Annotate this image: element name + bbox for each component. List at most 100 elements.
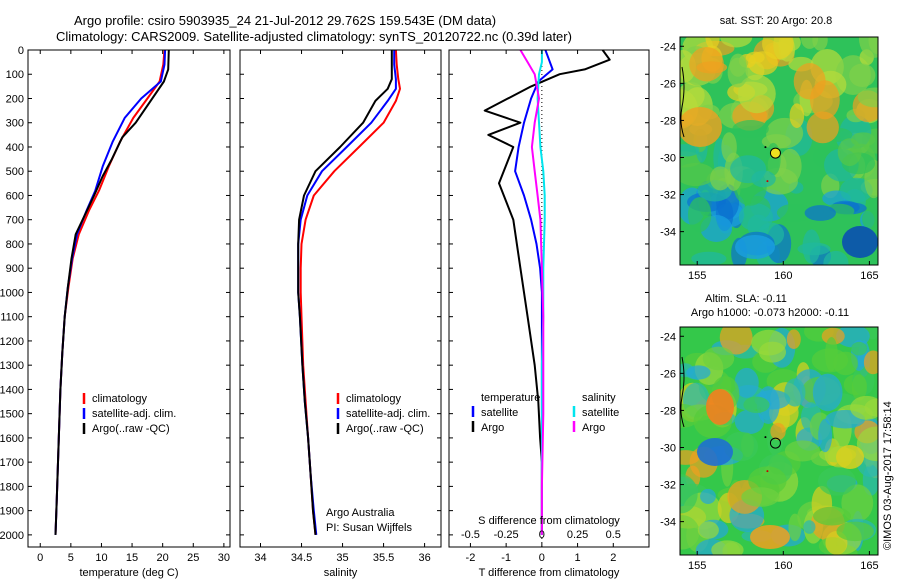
figure-title-line2: Climatology: CARS2009. Satellite-adjuste… (56, 29, 572, 44)
sst-map-title: sat. SST: 20 Argo: 20.8 (720, 15, 833, 27)
institution-label: Argo Australia (326, 507, 395, 519)
y-tick-label: -30 (660, 442, 676, 454)
pi-label: PI: Susan Wijffels (326, 522, 412, 534)
sla-map-title-line1: Altim. SLA: -0.11 (705, 293, 787, 305)
field-cell (711, 540, 744, 555)
difference-series-line (536, 50, 546, 535)
field-cell (849, 63, 876, 88)
s-difference-label: S difference from climatology (478, 515, 620, 527)
field-cell (700, 488, 716, 504)
difference-axes-frame (448, 49, 650, 548)
s-x-tick-label: 0.25 (567, 529, 588, 541)
t-difference-label: T difference from climatology (479, 567, 620, 579)
field-cell (803, 520, 816, 534)
y-tick-label: -32 (660, 190, 676, 202)
x-tick-label: 20 (157, 552, 169, 564)
sla-map-title-line2: Argo h1000: -0.073 h2000: -0.11 (691, 307, 849, 319)
field-cell (823, 250, 849, 265)
temperature-series-line (54, 49, 167, 535)
field-cell (857, 87, 878, 108)
x-tick-label: 35.5 (373, 552, 394, 564)
y-tick-label: 1000 (0, 287, 24, 299)
salinity-panel: 34 34.5 35 35.5 36 salinity climatology satelli… (239, 49, 442, 579)
field-cell (747, 51, 778, 76)
legend-label: Argo (481, 422, 504, 434)
field-cell (786, 329, 801, 350)
field-cell (833, 351, 858, 376)
x-tick-label: 0 (539, 552, 545, 564)
x-tick-label: -2 (466, 552, 476, 564)
field-cell (697, 521, 719, 539)
field-cell (750, 525, 790, 549)
y-tick-label: 600 (6, 190, 24, 202)
field-cell (837, 138, 862, 167)
x-tick-label: 2 (610, 552, 616, 564)
y-tick-label: 300 (6, 118, 24, 130)
copyright-credit: ©IMOS 03-Aug-2017 17:58:14 (882, 401, 894, 550)
y-tick-label: 1200 (0, 336, 24, 348)
legend-label: Argo (582, 422, 605, 434)
sst-map-field (680, 37, 878, 265)
field-cell (851, 341, 868, 356)
prior-position-dot (766, 470, 769, 473)
field-cell (691, 251, 727, 265)
prior-position-dot (764, 436, 767, 439)
sla-map-field (680, 327, 878, 555)
x-tick-label: 35 (336, 552, 348, 564)
field-cell (801, 37, 819, 49)
field-cell (706, 389, 734, 425)
y-tick-label: 800 (6, 239, 24, 251)
field-cell (702, 346, 735, 371)
y-tick-label: 1500 (0, 409, 24, 421)
figure-title-line1: Argo profile: csiro 5903935_24 21-Jul-20… (74, 13, 497, 28)
x-tick-label: 155 (688, 560, 706, 572)
salinity-series-line (299, 49, 401, 536)
salinity-axes-frame (239, 49, 442, 548)
x-tick-label: 160 (774, 270, 792, 282)
x-tick-label: 15 (126, 552, 138, 564)
field-cell (696, 61, 728, 74)
field-cell (761, 134, 792, 149)
field-cell (784, 440, 820, 462)
y-tick-label: 100 (6, 69, 24, 81)
y-tick-label: 400 (6, 142, 24, 154)
field-cell (851, 374, 867, 401)
x-tick-label: 30 (218, 552, 230, 564)
legend-label: satellite-adj. clim. (92, 408, 176, 420)
field-cell (734, 367, 759, 398)
field-cell (738, 203, 774, 232)
legend-label: Argo(..raw -QC) (92, 423, 170, 435)
x-tick-label: 1 (575, 552, 581, 564)
field-cell (862, 208, 878, 230)
field-cell (789, 103, 805, 128)
y-tick-label: -28 (660, 115, 676, 127)
y-tick-label: -24 (660, 331, 676, 343)
s-x-tick-label: 0 (539, 529, 545, 541)
x-tick-label: 34 (254, 552, 266, 564)
y-tick-label: 1100 (0, 312, 24, 324)
field-cell (697, 438, 733, 466)
field-cell (719, 327, 753, 355)
x-tick-label: -1 (501, 552, 511, 564)
y-tick-label: 2000 (0, 530, 24, 542)
y-tick-label: 0 (18, 45, 24, 57)
field-cell (686, 365, 711, 380)
legend-label: satellite-adj. clim. (346, 408, 430, 420)
y-tick-label: 1300 (0, 360, 24, 372)
salinity-x-label: salinity (324, 567, 358, 579)
field-cell (751, 170, 776, 188)
temperature-axes-frame (27, 49, 231, 548)
temperature-series-line (54, 49, 166, 535)
y-tick-label: 1800 (0, 481, 24, 493)
legend-heading: salinity (582, 392, 616, 404)
field-cell (840, 177, 873, 203)
x-tick-label: 155 (688, 270, 706, 282)
field-cell (720, 37, 753, 48)
legend-label: satellite (481, 407, 518, 419)
coastline (680, 356, 685, 428)
argo-position-marker (769, 437, 781, 449)
y-tick-label: 200 (6, 93, 24, 105)
field-cell (813, 506, 851, 526)
field-cell (705, 37, 720, 49)
